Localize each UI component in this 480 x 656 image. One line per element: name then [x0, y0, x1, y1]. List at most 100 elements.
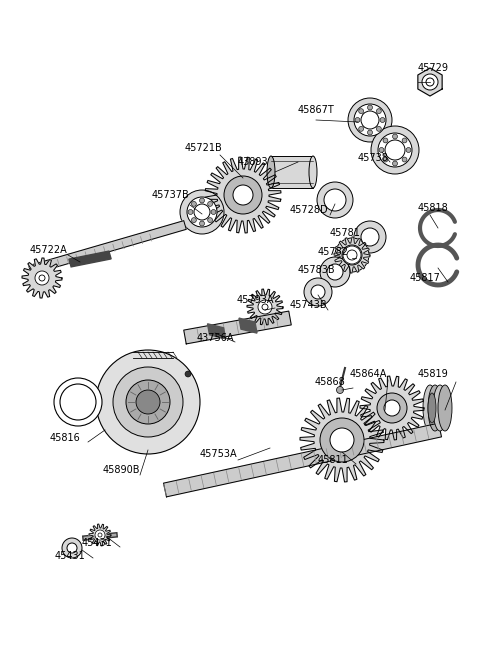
- Text: 45793A: 45793A: [237, 295, 275, 305]
- Circle shape: [380, 117, 385, 123]
- Circle shape: [192, 218, 196, 222]
- Circle shape: [383, 138, 388, 143]
- Polygon shape: [247, 289, 283, 325]
- Circle shape: [336, 386, 344, 394]
- Text: 45864A: 45864A: [350, 369, 387, 379]
- Circle shape: [402, 157, 407, 162]
- Circle shape: [354, 104, 386, 136]
- Circle shape: [317, 182, 353, 218]
- Ellipse shape: [428, 393, 436, 423]
- Text: 45728D: 45728D: [290, 205, 329, 215]
- Circle shape: [385, 140, 405, 160]
- Circle shape: [188, 209, 193, 215]
- Circle shape: [426, 78, 434, 86]
- Circle shape: [402, 138, 407, 143]
- Circle shape: [368, 130, 372, 135]
- Polygon shape: [300, 398, 384, 482]
- Polygon shape: [360, 376, 424, 440]
- Circle shape: [304, 278, 332, 306]
- Circle shape: [324, 189, 346, 211]
- Circle shape: [39, 275, 45, 281]
- Circle shape: [383, 157, 388, 162]
- Circle shape: [406, 148, 411, 152]
- Circle shape: [98, 533, 102, 537]
- Circle shape: [379, 148, 384, 152]
- Text: 45738: 45738: [358, 153, 389, 163]
- Circle shape: [200, 198, 204, 203]
- Text: 45783B: 45783B: [298, 265, 336, 275]
- Text: 43756A: 43756A: [197, 333, 235, 343]
- Text: 45890B: 45890B: [103, 465, 141, 475]
- Circle shape: [233, 185, 253, 205]
- Text: 45431: 45431: [55, 551, 86, 561]
- Circle shape: [95, 530, 105, 540]
- Text: 45722A: 45722A: [30, 245, 68, 255]
- Circle shape: [126, 380, 170, 424]
- Text: 45867T: 45867T: [298, 105, 335, 115]
- Polygon shape: [29, 220, 186, 274]
- Circle shape: [54, 378, 102, 426]
- Text: 45811: 45811: [318, 455, 349, 465]
- Text: 45781: 45781: [330, 228, 361, 238]
- Text: 45753A: 45753A: [200, 449, 238, 459]
- Circle shape: [376, 127, 381, 131]
- Circle shape: [62, 538, 82, 558]
- Ellipse shape: [309, 156, 317, 188]
- Circle shape: [361, 228, 379, 246]
- Circle shape: [384, 400, 400, 416]
- Circle shape: [348, 98, 392, 142]
- Circle shape: [136, 390, 160, 414]
- Circle shape: [311, 285, 325, 299]
- Circle shape: [67, 543, 77, 553]
- Text: 45737B: 45737B: [152, 190, 190, 200]
- Circle shape: [335, 238, 369, 272]
- Circle shape: [262, 304, 268, 310]
- Circle shape: [208, 201, 213, 207]
- Text: 45818: 45818: [418, 203, 449, 213]
- Circle shape: [393, 161, 397, 166]
- Circle shape: [378, 133, 412, 167]
- Text: 45816: 45816: [50, 433, 81, 443]
- Circle shape: [359, 109, 364, 113]
- Text: 45817: 45817: [410, 273, 441, 283]
- Circle shape: [359, 127, 364, 131]
- Bar: [271, 156, 313, 188]
- Text: 45729: 45729: [418, 63, 449, 73]
- Polygon shape: [205, 157, 281, 233]
- Circle shape: [258, 300, 272, 314]
- Circle shape: [192, 201, 196, 207]
- Circle shape: [377, 393, 407, 423]
- Circle shape: [342, 245, 362, 265]
- Circle shape: [211, 209, 216, 215]
- Text: 43893: 43893: [238, 157, 269, 167]
- Circle shape: [96, 350, 200, 454]
- Circle shape: [208, 218, 213, 222]
- Circle shape: [187, 197, 217, 227]
- Text: 45743B: 45743B: [290, 300, 328, 310]
- Circle shape: [320, 418, 364, 462]
- Polygon shape: [239, 318, 257, 333]
- Circle shape: [327, 264, 343, 280]
- Polygon shape: [334, 237, 370, 273]
- Polygon shape: [207, 324, 226, 338]
- Ellipse shape: [438, 385, 452, 431]
- Polygon shape: [418, 68, 442, 96]
- Ellipse shape: [267, 156, 275, 188]
- Circle shape: [60, 384, 96, 420]
- Circle shape: [224, 176, 262, 214]
- Circle shape: [320, 257, 350, 287]
- Circle shape: [422, 74, 438, 90]
- Ellipse shape: [428, 385, 442, 431]
- Circle shape: [330, 428, 354, 452]
- Ellipse shape: [433, 385, 447, 431]
- Text: 45431: 45431: [82, 538, 113, 548]
- Polygon shape: [164, 423, 442, 497]
- Polygon shape: [22, 258, 62, 298]
- Circle shape: [113, 367, 183, 437]
- Circle shape: [368, 105, 372, 110]
- Polygon shape: [184, 311, 291, 344]
- Circle shape: [194, 204, 210, 220]
- Circle shape: [355, 117, 360, 123]
- Polygon shape: [69, 251, 111, 267]
- Text: 45782: 45782: [318, 247, 349, 257]
